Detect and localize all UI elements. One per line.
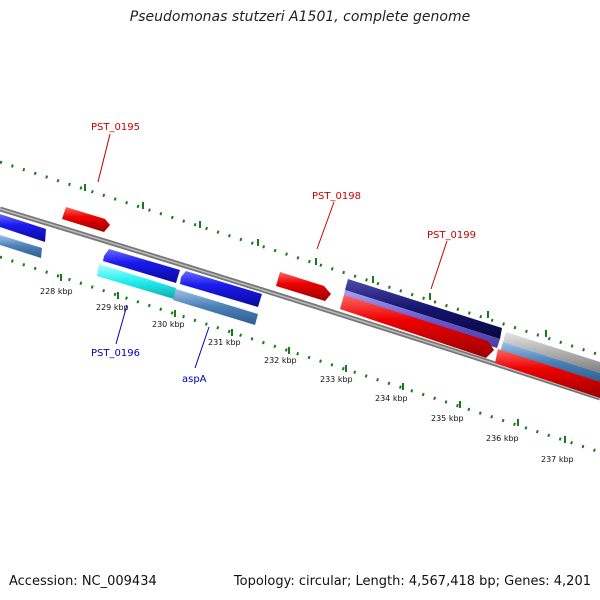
pst-0199-callout bbox=[430, 240, 448, 290]
label-pst-0195: PST_0195 bbox=[91, 122, 140, 133]
accession-text: Accession: NC_009434 bbox=[9, 574, 157, 589]
cds-pst-0198 bbox=[276, 272, 331, 301]
kbp-label: 229 kbp bbox=[96, 303, 129, 312]
lower-major-ticks bbox=[60, 274, 566, 443]
cds-forward-right bbox=[495, 349, 600, 398]
kbp-label: 228 kbp bbox=[40, 287, 73, 296]
pst-0195-callout bbox=[97, 133, 111, 183]
kbp-label: 236 kbp bbox=[486, 434, 519, 443]
cds-steel-mid bbox=[173, 289, 258, 325]
kbp-label: 230 kbp bbox=[152, 320, 185, 329]
upper-tick-track bbox=[0, 160, 600, 357]
cds-steel-right bbox=[500, 342, 600, 383]
cds-pst-0195 bbox=[62, 207, 110, 232]
cds-forward-long bbox=[340, 295, 494, 358]
label-pst-0198: PST_0198 bbox=[312, 191, 361, 202]
cds-steel-left-edge bbox=[0, 235, 42, 258]
cds-pst-0196 bbox=[97, 264, 176, 299]
kbp-label: 233 kbp bbox=[320, 375, 353, 384]
cds-pst-0199 bbox=[345, 279, 502, 339]
kbp-label: 232 kbp bbox=[264, 356, 297, 365]
label-pst-0196: PST_0196 bbox=[91, 348, 140, 359]
cds-aspa bbox=[180, 271, 262, 307]
genome-summary-text: Topology: circular; Length: 4,567,418 bp… bbox=[233, 574, 591, 589]
pst-0196-callout bbox=[115, 304, 128, 345]
pst-0198-callout bbox=[316, 201, 335, 250]
kbp-label: 237 kbp bbox=[541, 455, 574, 464]
genome-backbone bbox=[0, 206, 600, 401]
cds-reverse-1 bbox=[103, 249, 180, 283]
kbp-labels: 228 kbp 229 kbp 230 kbp 231 kbp 232 kbp … bbox=[40, 287, 574, 464]
upper-major-ticks bbox=[84, 184, 547, 337]
cds-grey-right bbox=[503, 332, 600, 373]
kbp-label: 231 kbp bbox=[208, 338, 241, 347]
label-aspa: aspA bbox=[182, 374, 207, 385]
aspa-callout bbox=[194, 326, 210, 369]
kbp-label: 234 kbp bbox=[375, 394, 408, 403]
map-title: Pseudomonas stutzeri A1501, complete gen… bbox=[129, 9, 471, 25]
cds-reverse-left-edge bbox=[0, 214, 46, 242]
label-pst-0199: PST_0199 bbox=[427, 230, 476, 241]
kbp-label: 235 kbp bbox=[431, 414, 464, 423]
